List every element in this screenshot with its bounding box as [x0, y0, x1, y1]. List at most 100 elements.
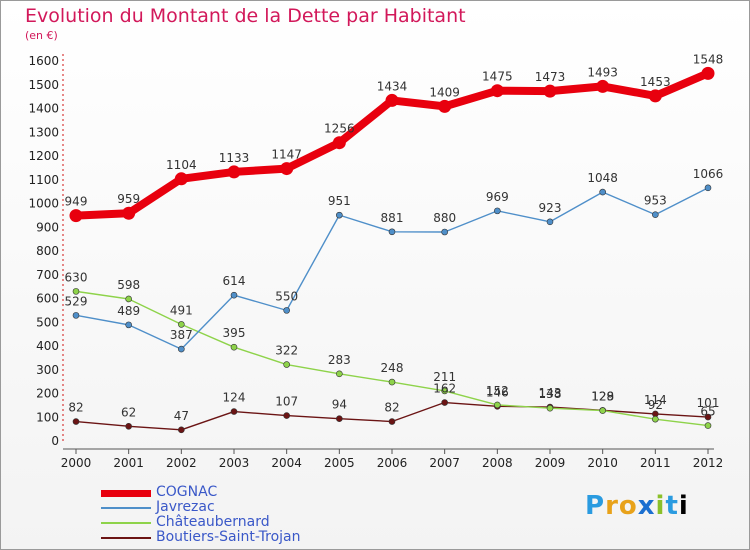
y-tick-label: 200: [36, 387, 59, 401]
y-tick-label: 1600: [28, 54, 59, 68]
x-tick-label: 2007: [429, 456, 460, 470]
data-label: 1475: [482, 70, 513, 84]
data-point: [332, 136, 346, 150]
data-label: 881: [381, 211, 404, 225]
data-label: 47: [174, 409, 189, 423]
data-point: [441, 387, 448, 395]
data-label: 211: [433, 370, 456, 384]
data-point: [174, 172, 188, 186]
data-label: 82: [384, 401, 399, 415]
logo-letter: i: [678, 491, 689, 521]
data-label: 614: [223, 274, 246, 288]
data-label: 1256: [324, 122, 355, 136]
y-tick-label: 700: [36, 268, 59, 282]
data-point: [388, 378, 396, 386]
x-tick-label: 2005: [324, 456, 355, 470]
legend-label: COGNAC: [156, 484, 218, 500]
data-point: [280, 162, 294, 176]
data-point: [490, 84, 504, 98]
data-label: 1104: [166, 158, 197, 172]
legend-label: Javrezac: [156, 499, 215, 515]
data-label: 248: [381, 361, 404, 375]
logo-letter: r: [605, 491, 619, 521]
data-label: 107: [275, 395, 298, 409]
data-label: 489: [117, 304, 140, 318]
y-tick-label: 1400: [28, 102, 59, 116]
logo-letter: P: [585, 491, 606, 521]
y-tick-label: 100: [36, 410, 59, 424]
data-point: [230, 343, 238, 351]
y-tick-label: 1000: [28, 197, 59, 211]
data-labels: 82 62 47 124 107 94 82 162 146 143 129 114 101 630 598…: [65, 52, 724, 422]
proxiti-logo: Proxiti: [585, 491, 689, 521]
y-tick-label: 400: [36, 339, 59, 353]
data-point: [178, 321, 185, 328]
data-point: [652, 211, 659, 218]
y-tick-label: 800: [36, 244, 59, 258]
y-tick-label: 1100: [28, 173, 59, 187]
data-label: 322: [275, 344, 298, 358]
data-label: 146: [486, 385, 509, 399]
data-label: 1434: [377, 79, 408, 93]
data-label: 953: [644, 194, 667, 208]
series-layer: [69, 66, 715, 434]
data-point: [596, 79, 610, 93]
data-point: [336, 370, 343, 378]
x-tick-label: 2008: [482, 456, 513, 470]
x-tick-label: 2003: [219, 456, 250, 470]
data-label: 529: [65, 294, 88, 308]
axes: 0 100 200 300 400 500 600 700 800 900 1000 1100 1200…: [28, 53, 723, 470]
chart-subtitle: (en €): [25, 29, 58, 42]
data-label: 1048: [587, 171, 618, 185]
data-point: [72, 312, 80, 319]
data-label: 1066: [693, 167, 724, 181]
legend-swatch: [101, 537, 151, 539]
x-tick-label: 2010: [587, 456, 618, 470]
data-point: [704, 413, 712, 421]
data-label: 1453: [640, 75, 671, 89]
x-tick-label: 2000: [61, 456, 92, 470]
data-point: [704, 184, 712, 192]
data-point: [125, 422, 132, 430]
data-point: [494, 401, 501, 409]
data-point: [441, 228, 448, 236]
data-point: [494, 207, 501, 215]
logo-letter: i: [655, 491, 666, 521]
data-label: 1409: [429, 85, 460, 99]
data-label: 951: [328, 194, 351, 208]
data-point: [72, 418, 80, 425]
logo-letter: o: [618, 491, 638, 521]
x-tick-label: 2009: [535, 456, 566, 470]
data-point: [336, 415, 343, 422]
x-tick-label: 2006: [377, 456, 408, 470]
data-point: [72, 288, 80, 295]
data-point: [283, 307, 290, 314]
y-tick-label: 600: [36, 292, 59, 306]
data-label: 283: [328, 353, 351, 367]
y-tick-label: 900: [36, 220, 59, 234]
data-label: 630: [65, 270, 88, 284]
data-label: 959: [117, 192, 140, 206]
y-tick-label: 1300: [28, 125, 59, 139]
data-point: [652, 415, 659, 423]
y-tick-label: 500: [36, 315, 59, 329]
y-tick-label: 1500: [28, 78, 59, 92]
legend-label: Châteaubernard: [156, 514, 270, 530]
data-label: 143: [539, 386, 562, 400]
data-label: 101: [697, 396, 720, 410]
x-tick-label: 2002: [166, 456, 197, 470]
chart-title: Evolution du Montant de la Dette par Hab…: [25, 5, 466, 27]
data-label: 92: [648, 398, 663, 412]
data-label: 491: [170, 303, 193, 317]
data-label: 162: [433, 382, 456, 396]
data-point: [704, 422, 712, 429]
data-point: [701, 66, 715, 80]
data-label: 1493: [587, 65, 618, 79]
legend-swatch: [101, 522, 151, 524]
data-label: 1473: [535, 70, 566, 84]
y-tick-label: 1200: [28, 149, 59, 163]
data-label: 395: [223, 326, 246, 340]
data-label: 1548: [693, 52, 724, 66]
data-label: 65: [700, 405, 715, 419]
